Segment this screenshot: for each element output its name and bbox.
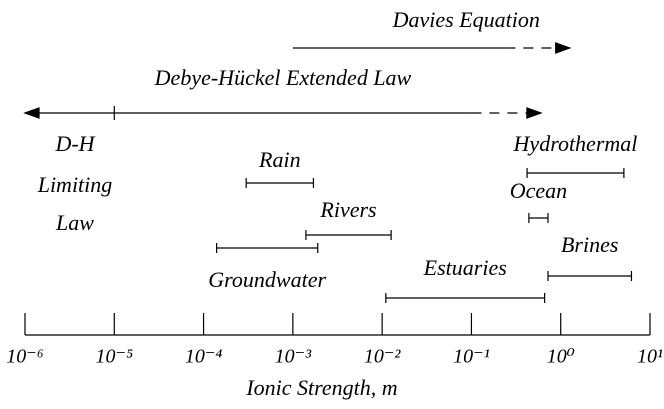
range-bar (526, 168, 625, 178)
range-label: Brines (561, 232, 618, 257)
range-bar (528, 213, 549, 223)
range-label: Rain (258, 147, 301, 172)
arrow-head (526, 107, 543, 119)
range-bar (216, 243, 319, 253)
x-tick-label: 10⁻⁵ (96, 346, 134, 368)
x-tick-label: 10¹ (637, 346, 663, 368)
x-tick-label: 10⁻¹ (453, 346, 490, 368)
arrow-head (555, 42, 572, 54)
range-bar (385, 293, 546, 303)
range-label: Hydrothermal (513, 131, 638, 156)
x-tick-label: 10⁰ (547, 346, 575, 368)
x-tick-label: 10⁻² (364, 346, 402, 368)
annotation: Law (55, 210, 94, 235)
x-tick-label: 10⁻³ (275, 346, 313, 368)
x-axis-label: Ionic Strength, m (245, 375, 397, 400)
range-bar (305, 230, 392, 240)
range-bar (547, 271, 633, 281)
arrow-label: Debye-Hückel Extended Law (154, 65, 412, 90)
x-tick-label: 10⁻⁴ (185, 346, 223, 368)
arrow-label: Davies Equation (392, 7, 540, 32)
arrow-head (23, 107, 40, 119)
range-label: Estuaries (423, 255, 507, 280)
range-label: Groundwater (208, 267, 326, 292)
x-tick-label: 10⁻⁶ (6, 346, 44, 368)
annotation: Limiting (37, 172, 113, 197)
range-label: Rivers (319, 197, 376, 222)
range-label: Ocean (510, 178, 567, 203)
annotation: D-H (54, 131, 95, 156)
range-bar (245, 178, 315, 188)
